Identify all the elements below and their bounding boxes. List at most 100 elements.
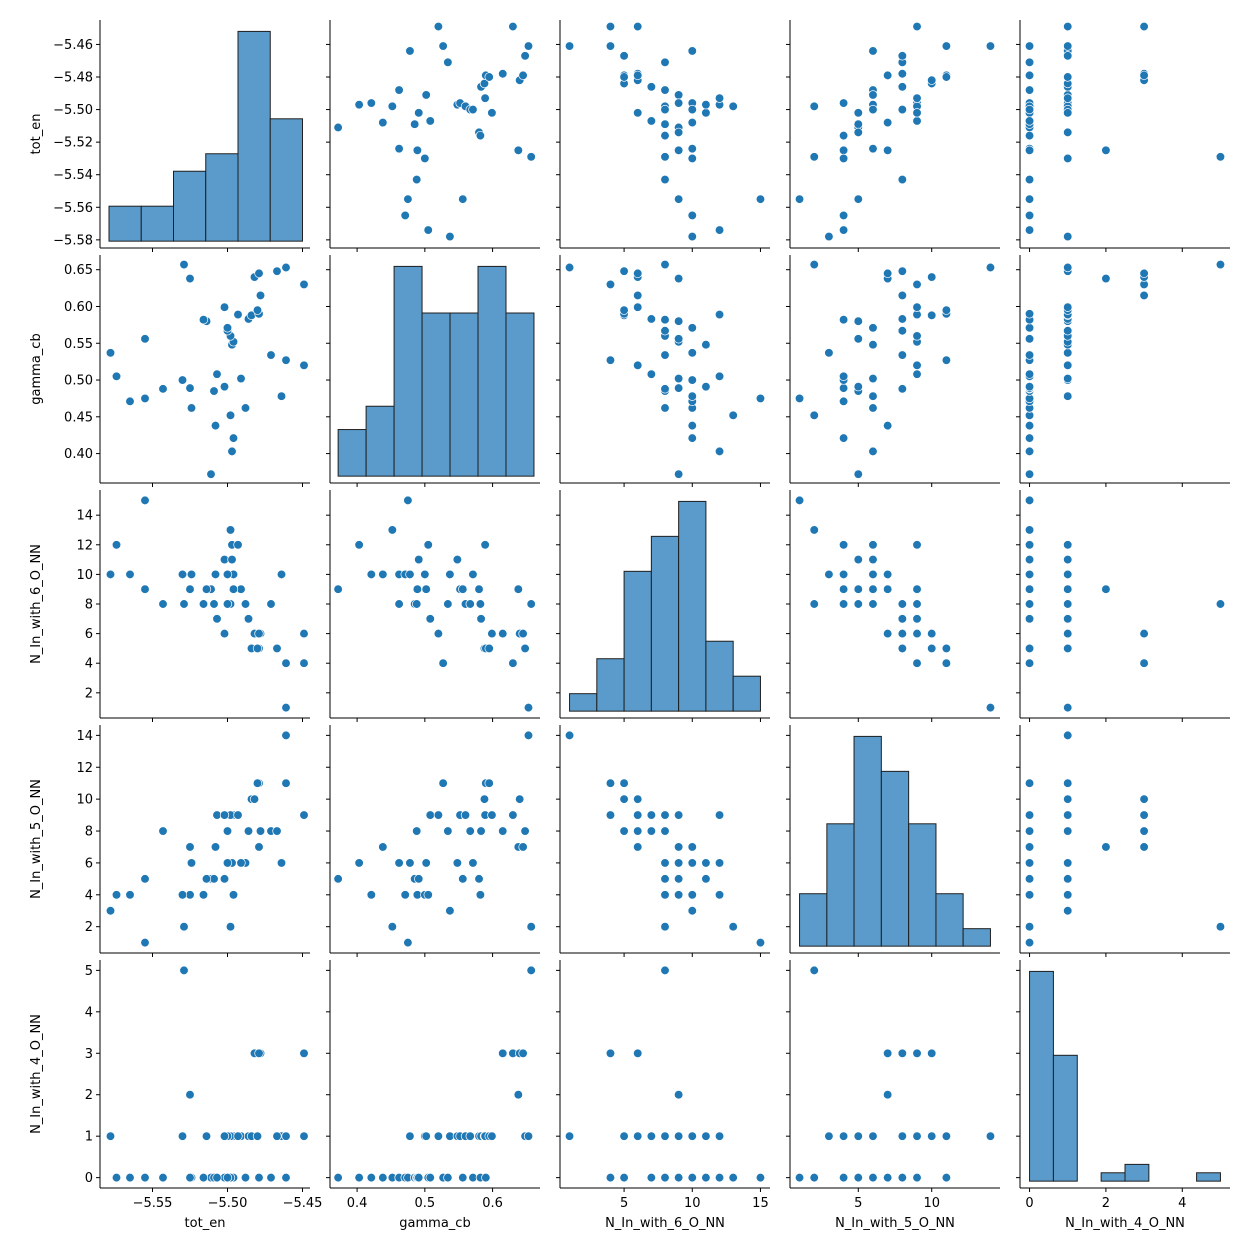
y-tick-label: 0.65: [64, 263, 93, 278]
scatter-point: [468, 104, 478, 115]
scatter-point: [883, 569, 893, 580]
scatter-point: [179, 259, 189, 270]
scatter-point: [185, 842, 195, 852]
scatter-point: [1024, 525, 1035, 535]
scatter-point: [186, 569, 197, 580]
scatter-point: [1024, 922, 1035, 932]
scatter-point: [868, 554, 878, 565]
scatter-point: [1024, 937, 1035, 948]
scatter-point: [701, 382, 711, 392]
scatter-point: [883, 1172, 893, 1183]
scatter-point: [1024, 826, 1035, 836]
scatter-point: [1101, 842, 1111, 852]
scatter-point: [619, 266, 629, 276]
panel-3-1: [326, 725, 540, 957]
scatter-point: [838, 145, 849, 155]
scatter-point: [564, 41, 575, 51]
scatter-point: [276, 391, 287, 401]
scatter-point: [868, 104, 878, 115]
scatter-point: [633, 810, 643, 820]
x-tick-label: 0.6: [482, 1196, 503, 1211]
scatter-point: [1063, 794, 1073, 804]
scatter-point: [673, 469, 684, 479]
scatter-point: [185, 273, 195, 284]
scatter-point: [1139, 658, 1149, 668]
scatter-point: [1024, 104, 1035, 115]
scatter-point: [421, 1131, 431, 1141]
scatter-point: [1024, 842, 1035, 852]
scatter-point: [206, 469, 216, 479]
hist-bar: [596, 658, 625, 712]
scatter-point: [838, 315, 849, 325]
scatter-point: [255, 826, 266, 836]
hist-bar: [935, 893, 964, 947]
scatter-point: [394, 858, 404, 868]
scatter-point: [1063, 326, 1073, 336]
scatter-point: [476, 614, 486, 624]
scatter-point: [853, 382, 863, 392]
scatter-point: [633, 1131, 643, 1141]
scatter-point: [125, 890, 135, 900]
scatter-point: [421, 858, 431, 868]
scatter-point: [299, 658, 309, 668]
scatter-point: [897, 51, 907, 61]
scatter-point: [883, 268, 893, 279]
scatter-point: [1024, 658, 1035, 668]
scatter-point: [210, 569, 221, 580]
scatter-point: [809, 1172, 819, 1183]
scatter-point: [111, 890, 122, 900]
scatter-point: [236, 373, 246, 384]
scatter-point: [140, 1172, 150, 1183]
panel-0-0: −5.58 −5.56 −5.54 −5.52 −5.50 −5.48 −5.46: [53, 20, 310, 252]
panel-0-2: [556, 20, 770, 252]
x-axis-label: N_In_with_6_O_NN: [605, 1216, 725, 1231]
scatter-point: [198, 1172, 209, 1183]
scatter-point: [1139, 794, 1149, 804]
scatter-point: [266, 599, 276, 609]
scatter-point: [619, 1131, 629, 1141]
scatter-point: [249, 794, 260, 804]
scatter-point: [240, 599, 251, 609]
scatter-point: [728, 1172, 738, 1183]
scatter-point: [1063, 360, 1073, 370]
scatter-point: [912, 1048, 922, 1058]
scatter-point: [714, 93, 725, 103]
scatter-point: [646, 116, 657, 126]
scatter-point: [605, 355, 616, 365]
scatter-point: [897, 326, 907, 336]
scatter-point: [484, 72, 494, 82]
scatter-point: [883, 628, 893, 639]
hist-bar: [365, 405, 395, 477]
scatter-point: [883, 117, 893, 128]
scatter-point: [714, 225, 725, 235]
scatter-point: [425, 116, 435, 126]
scatter-point: [912, 331, 922, 341]
x-tick-label: 10: [684, 1196, 701, 1211]
scatter-point: [378, 842, 388, 852]
scatter-point: [412, 145, 423, 155]
scatter-point: [897, 290, 907, 301]
scatter-point: [809, 410, 819, 420]
scatter-point: [366, 98, 376, 108]
scatter-point: [1063, 826, 1073, 836]
scatter-point: [225, 922, 236, 932]
scatter-point: [484, 643, 494, 654]
scatter-point: [281, 658, 291, 668]
x-tick-label: 0: [1025, 1196, 1033, 1211]
scatter-point: [897, 69, 907, 79]
panel-2-3: [786, 490, 1000, 722]
scatter-point: [853, 554, 863, 565]
scatter-point: [912, 108, 922, 118]
scatter-point: [941, 1131, 952, 1141]
scatter-point: [252, 643, 263, 654]
scatter-point: [219, 874, 230, 884]
scatter-point: [897, 82, 907, 92]
scatter-point: [701, 858, 711, 868]
scatter-point: [1024, 145, 1035, 155]
y-tick-label: 0.45: [64, 410, 93, 425]
scatter-point: [660, 104, 670, 115]
scatter-point: [1024, 70, 1035, 81]
scatter-point: [425, 1172, 435, 1183]
scatter-point: [853, 194, 863, 204]
scatter-point: [687, 1172, 697, 1183]
